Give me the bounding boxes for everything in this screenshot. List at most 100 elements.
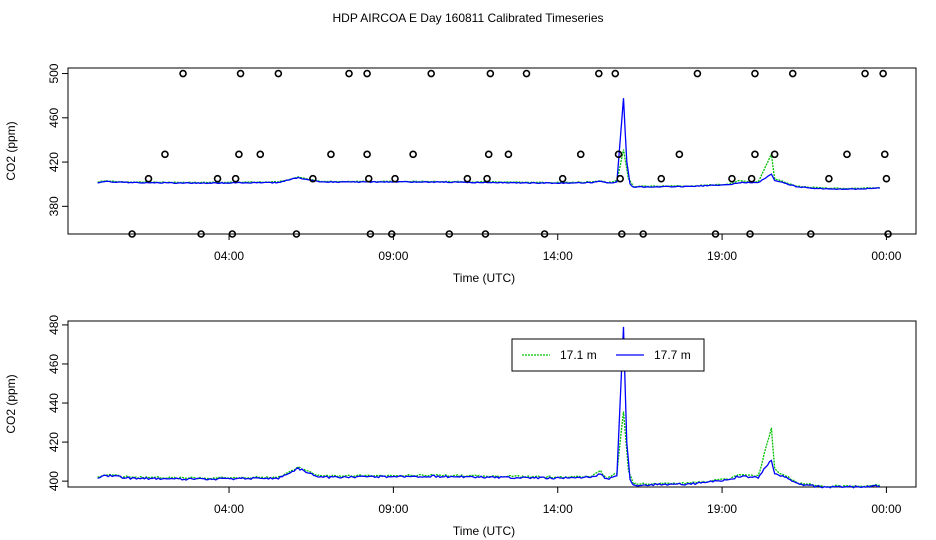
bottom-x-axis: 04:00 09:00 14:00 19:00 00:00 <box>214 487 902 516</box>
calibration-point <box>364 174 373 183</box>
y-tick-label: 380 <box>47 196 61 216</box>
calibration-point <box>345 69 353 78</box>
y-tick-label: 460 <box>47 354 61 374</box>
calibration-point <box>882 174 891 183</box>
legend: 17.1 m 17.7 m <box>511 338 705 372</box>
bottom-y-label: CO2 (ppm) <box>4 374 18 433</box>
calibration-point <box>486 69 495 78</box>
calibration-point <box>711 230 720 238</box>
calibration-point <box>231 174 240 183</box>
calibration-point <box>409 150 417 159</box>
legend-label: 17.7 m <box>654 348 691 362</box>
series-line-17-7-m <box>97 326 881 489</box>
y-tick-label: 400 <box>47 471 61 491</box>
calibration-point <box>595 69 603 78</box>
bottom-series <box>97 326 881 489</box>
x-tick-label: 14:00 <box>543 502 573 516</box>
calibration-point <box>197 230 205 238</box>
calibration-point <box>445 230 454 238</box>
calibration-point <box>657 174 666 183</box>
calibration-point <box>161 150 169 159</box>
series-line-17-1-m <box>97 411 881 488</box>
top-calibration-points <box>128 69 892 238</box>
top-series <box>97 98 880 191</box>
calibration-point <box>504 150 513 159</box>
y-tick-label: 480 <box>47 315 61 335</box>
calibration-point <box>463 174 472 183</box>
calibration-point <box>483 174 491 183</box>
top-plot-frame <box>67 67 917 235</box>
x-tick-label: 14:00 <box>543 249 573 263</box>
calibration-point <box>693 69 702 78</box>
calibration-point <box>880 150 889 159</box>
calibration-point <box>363 150 371 159</box>
calibration-point <box>746 230 754 238</box>
calibration-point <box>179 69 187 78</box>
calibration-point <box>522 69 531 78</box>
calibration-point <box>884 230 892 238</box>
calibration-point <box>728 174 736 183</box>
calibration-point <box>747 174 756 183</box>
calibration-point <box>327 150 335 159</box>
x-tick-label: 00:00 <box>871 249 901 263</box>
calibration-point <box>751 150 759 159</box>
y-tick-label: 420 <box>47 432 61 452</box>
calibration-point <box>481 230 490 238</box>
calibration-point <box>558 174 567 183</box>
calibration-point <box>675 150 684 159</box>
calibration-point <box>236 69 245 78</box>
calibration-point <box>639 230 647 238</box>
top-panel: 04:00 09:00 14:00 19:00 00:00 380 420 460 500 T… <box>4 63 917 285</box>
calibration-point <box>213 174 222 183</box>
calibration-point <box>576 150 585 159</box>
y-tick-label: 460 <box>47 107 61 127</box>
calibration-point <box>879 69 887 78</box>
calibration-point <box>616 174 624 183</box>
calibration-point <box>825 174 833 183</box>
calibration-point <box>618 230 626 238</box>
top-y-axis: 380 420 460 500 <box>47 63 68 216</box>
top-x-label: Time (UTC) <box>453 271 515 285</box>
calibration-point <box>484 150 493 159</box>
calibration-point <box>861 69 869 78</box>
x-tick-label: 19:00 <box>707 249 737 263</box>
calibration-point <box>309 174 317 183</box>
calibration-point <box>256 150 265 159</box>
chart-title: HDP AIRCOA E Day 160811 Calibrated Times… <box>332 11 603 25</box>
calibration-point <box>363 69 371 78</box>
calibration-point <box>807 230 815 238</box>
calibration-point <box>274 69 283 78</box>
y-tick-label: 420 <box>47 152 61 172</box>
calibration-point <box>540 230 549 238</box>
bottom-panel: 04:00 09:00 14:00 19:00 00:00 400 420 440 460 48… <box>4 315 917 538</box>
calibration-point <box>770 150 779 159</box>
calibration-point <box>611 69 620 78</box>
calibration-point <box>788 69 797 78</box>
bottom-x-label: Time (UTC) <box>453 524 515 538</box>
x-tick-label: 19:00 <box>707 502 737 516</box>
calibration-point <box>427 69 435 78</box>
calibration-point <box>292 230 301 238</box>
calibration-point <box>144 174 153 183</box>
calibration-point <box>235 150 243 159</box>
x-tick-label: 00:00 <box>871 502 901 516</box>
calibration-point <box>614 150 623 159</box>
calibration-point <box>751 69 759 78</box>
series-line-17-7-m <box>97 98 880 191</box>
calibration-point <box>387 230 396 238</box>
x-tick-label: 04:00 <box>214 502 244 516</box>
x-tick-label: 09:00 <box>378 249 408 263</box>
calibration-point <box>391 174 399 183</box>
top-x-axis: 04:00 09:00 14:00 19:00 00:00 <box>214 234 902 263</box>
x-tick-label: 09:00 <box>378 502 408 516</box>
bottom-plot-frame <box>67 320 917 488</box>
calibration-point <box>843 150 851 159</box>
top-y-label: CO2 (ppm) <box>4 121 18 180</box>
calibration-point <box>128 230 136 238</box>
calibration-point <box>366 230 375 238</box>
y-tick-label: 440 <box>47 393 61 413</box>
legend-label: 17.1 m <box>560 348 597 362</box>
x-tick-label: 04:00 <box>214 249 244 263</box>
y-tick-label: 500 <box>47 63 61 83</box>
